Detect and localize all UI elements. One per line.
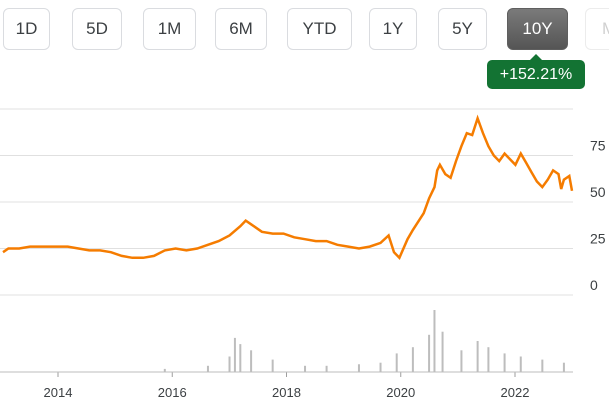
volume-bar: [206, 365, 209, 372]
x-tick-label: 2020: [386, 385, 415, 400]
volume-bar: [503, 353, 506, 372]
range-selector: 1D 5D 1M 6M YTD 1Y 5Y 10Y M: [0, 8, 609, 52]
x-tick-label: 2018: [272, 385, 301, 400]
volume-bar: [428, 334, 431, 372]
range-button-5y[interactable]: 5Y: [438, 8, 487, 50]
volume-bar: [357, 364, 360, 372]
range-button-m[interactable]: M: [585, 8, 609, 50]
range-button-label: YTD: [302, 19, 337, 38]
range-button-6m[interactable]: 6M: [215, 8, 267, 50]
y-tick-label: 0: [590, 277, 598, 293]
volume-bar: [233, 337, 236, 372]
x-tick-label: 2016: [158, 385, 187, 400]
volume-bar: [379, 362, 382, 372]
y-tick-label: 25: [590, 231, 606, 247]
range-button-ytd[interactable]: YTD: [287, 8, 352, 50]
range-button-10y[interactable]: 10Y: [507, 8, 568, 50]
range-button-label: 1Y: [382, 19, 404, 38]
range-button-label: 6M: [229, 19, 253, 38]
volume-bar: [228, 356, 231, 372]
range-button-5d[interactable]: 5D: [72, 8, 122, 50]
volume-bar: [487, 347, 490, 372]
change-percent-badge: +152.21%: [487, 54, 585, 89]
range-button-label: 1M: [157, 19, 182, 38]
y-axis-ticks: 0 25 50 75: [590, 138, 606, 294]
volume-bar: [239, 344, 242, 372]
volume-bar: [460, 350, 463, 372]
chart-grid: [0, 108, 573, 296]
volume-bar: [433, 310, 436, 372]
range-button-1m[interactable]: 1M: [143, 8, 196, 50]
volume-bar: [271, 359, 274, 372]
volume-bar: [541, 359, 544, 372]
volume-bar: [395, 353, 398, 372]
volume-bar: [562, 362, 565, 372]
range-button-label: M: [602, 19, 609, 39]
volume-bar: [441, 331, 444, 372]
volume-bar: [250, 350, 253, 372]
range-button-label: 5D: [86, 19, 108, 38]
range-button-1y[interactable]: 1Y: [369, 8, 417, 50]
volume-bar: [163, 368, 166, 372]
volume-bars: [0, 310, 573, 373]
range-button-1d[interactable]: 1D: [3, 8, 50, 50]
range-button-label: 5Y: [452, 19, 473, 38]
x-tick-label: 2014: [44, 385, 73, 400]
range-button-label: 1D: [15, 19, 38, 38]
range-button-label: 10Y: [522, 19, 553, 38]
price-line: [2, 114, 574, 261]
volume-bar: [411, 347, 414, 372]
x-tick-label: 2022: [501, 385, 530, 400]
volume-bar: [325, 365, 328, 372]
y-tick-label: 75: [590, 138, 606, 154]
volume-bar: [304, 365, 307, 372]
volume-bar: [519, 356, 522, 372]
change-percent-text: +152.21%: [499, 65, 573, 83]
y-tick-label: 50: [590, 184, 606, 200]
volume-bar: [476, 341, 479, 372]
x-axis-ticks: 2014 2016 2018 2020 2022: [44, 372, 530, 400]
